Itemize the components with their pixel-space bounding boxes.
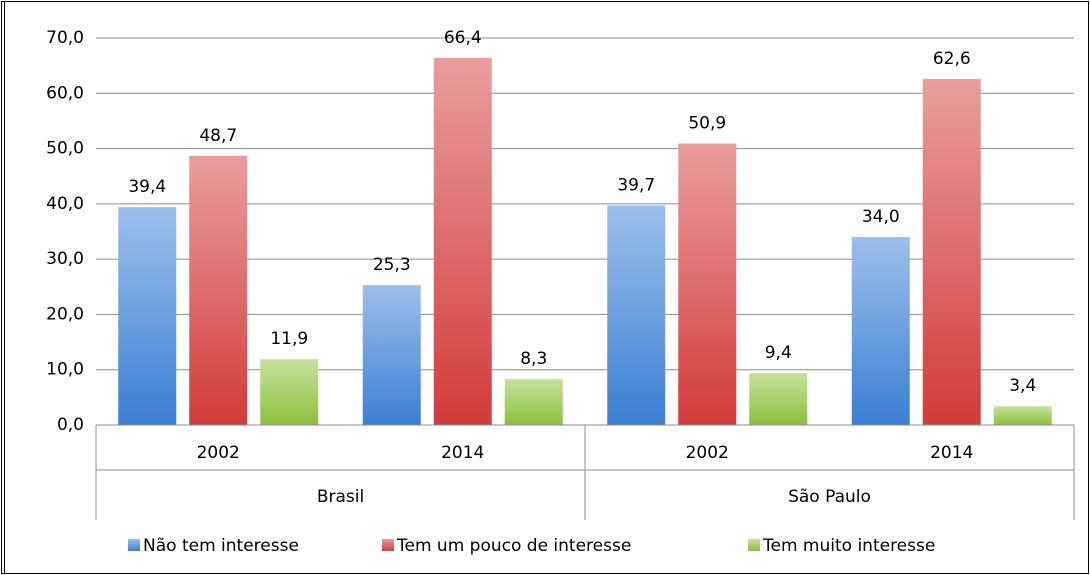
x-tick-label: 2002 xyxy=(197,443,240,463)
bar xyxy=(749,373,808,425)
y-tick-label: 70,0 xyxy=(46,28,84,48)
data-label: 34,0 xyxy=(862,207,900,227)
bar xyxy=(118,207,177,425)
y-tick-label: 0,0 xyxy=(57,415,84,435)
bar xyxy=(260,359,319,425)
bar xyxy=(922,78,981,425)
bar xyxy=(851,237,910,425)
x-tick-label: 2014 xyxy=(441,443,484,463)
data-label: 39,7 xyxy=(617,176,655,196)
y-tick-label: 60,0 xyxy=(46,83,84,103)
data-label: 8,3 xyxy=(520,349,547,369)
data-label: 25,3 xyxy=(373,255,411,275)
legend-swatch xyxy=(748,539,760,551)
bar xyxy=(678,143,737,426)
bar xyxy=(504,379,563,425)
group-label: Brasil xyxy=(317,487,364,507)
data-label: 39,4 xyxy=(128,177,166,197)
data-label: 48,7 xyxy=(199,126,237,146)
data-label: 9,4 xyxy=(765,343,792,363)
legend-label: Não tem interesse xyxy=(143,536,299,556)
y-tick-label: 30,0 xyxy=(46,249,84,269)
legend-swatch xyxy=(128,539,140,551)
bar xyxy=(607,205,666,425)
legend-swatch xyxy=(382,539,394,551)
x-tick-label: 2014 xyxy=(930,443,973,463)
data-label: 50,9 xyxy=(688,114,726,134)
bar xyxy=(362,285,421,425)
bar xyxy=(433,57,492,425)
y-tick-label: 10,0 xyxy=(46,360,84,380)
legend-label: Tem um pouco de interesse xyxy=(396,536,631,556)
y-tick-label: 40,0 xyxy=(46,194,84,214)
data-label: 11,9 xyxy=(270,329,308,349)
data-label: 3,4 xyxy=(1009,376,1036,396)
y-tick-label: 20,0 xyxy=(46,304,84,324)
x-tick-label: 2002 xyxy=(686,443,729,463)
group-label: São Paulo xyxy=(788,487,871,507)
y-tick-label: 50,0 xyxy=(46,139,84,159)
bar xyxy=(993,406,1052,425)
data-label: 62,6 xyxy=(933,49,971,69)
bar xyxy=(189,155,248,425)
data-label: 66,4 xyxy=(444,28,482,48)
legend-label: Tem muito interesse xyxy=(762,536,935,556)
